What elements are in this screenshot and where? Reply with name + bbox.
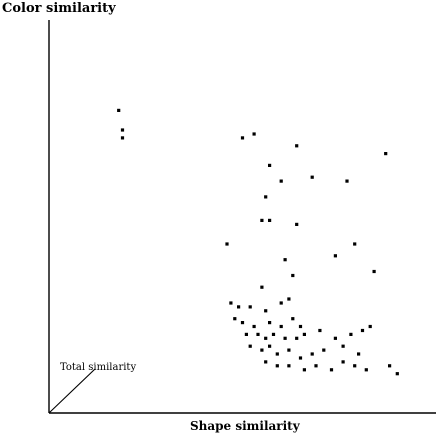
data-point (333, 336, 337, 340)
data-point (329, 368, 334, 372)
data-point (279, 324, 283, 329)
data-point (310, 352, 314, 356)
data-point (295, 144, 299, 148)
data-point (287, 348, 291, 352)
data-point (268, 218, 272, 222)
data-point (360, 328, 365, 333)
total-similarity-line (48, 368, 96, 414)
data-point (120, 128, 125, 132)
data-point (264, 336, 268, 340)
data-point (240, 321, 245, 325)
data-point (233, 317, 237, 321)
data-point (345, 179, 349, 183)
data-point (395, 372, 399, 376)
data-point (256, 332, 260, 336)
data-point (264, 309, 268, 313)
data-point (275, 364, 279, 368)
data-point (237, 305, 241, 309)
data-point (364, 368, 368, 372)
data-point (318, 328, 322, 333)
data-point (310, 175, 314, 179)
data-point (295, 222, 299, 226)
data-point (240, 136, 245, 140)
data-point (298, 356, 303, 360)
data-point (264, 195, 268, 199)
data-point (353, 242, 357, 246)
data-point (229, 301, 233, 305)
data-point (353, 364, 357, 368)
x-axis-label: Shape similarity (190, 419, 301, 433)
data-point (287, 364, 291, 368)
data-point (283, 336, 287, 340)
data-point (283, 258, 287, 262)
data-point (260, 218, 264, 222)
data-points (117, 108, 399, 376)
data-point (248, 305, 252, 309)
data-point (252, 324, 256, 329)
data-point (368, 324, 372, 329)
data-point (225, 242, 229, 246)
data-point (275, 352, 279, 356)
data-point (117, 108, 121, 112)
data-point (314, 364, 318, 368)
data-point (271, 332, 276, 336)
data-point (268, 321, 272, 325)
data-point (244, 332, 248, 336)
data-point (260, 348, 264, 352)
data-point (341, 344, 345, 348)
data-point (260, 285, 264, 289)
data-point (333, 254, 337, 258)
data-point (302, 332, 306, 336)
data-point (357, 352, 361, 356)
data-point (302, 368, 306, 372)
data-point (248, 344, 252, 348)
data-point (268, 344, 272, 348)
data-point (252, 132, 256, 136)
data-point (298, 324, 303, 329)
data-point (279, 301, 283, 305)
data-point (291, 273, 295, 278)
data-point (388, 364, 392, 368)
data-point (279, 179, 283, 183)
axes (48, 20, 436, 414)
data-point (341, 360, 345, 364)
data-point (349, 332, 353, 336)
data-point (384, 152, 388, 156)
data-point (287, 297, 291, 301)
y-axis-label: Color similarity (2, 1, 116, 16)
data-point (268, 163, 272, 167)
data-point (291, 317, 295, 321)
data-point (372, 269, 376, 274)
data-point (295, 336, 299, 340)
total-similarity-annotation: Total similarity (60, 362, 136, 373)
data-point (120, 136, 125, 140)
data-point (322, 348, 326, 352)
data-point (264, 360, 268, 364)
